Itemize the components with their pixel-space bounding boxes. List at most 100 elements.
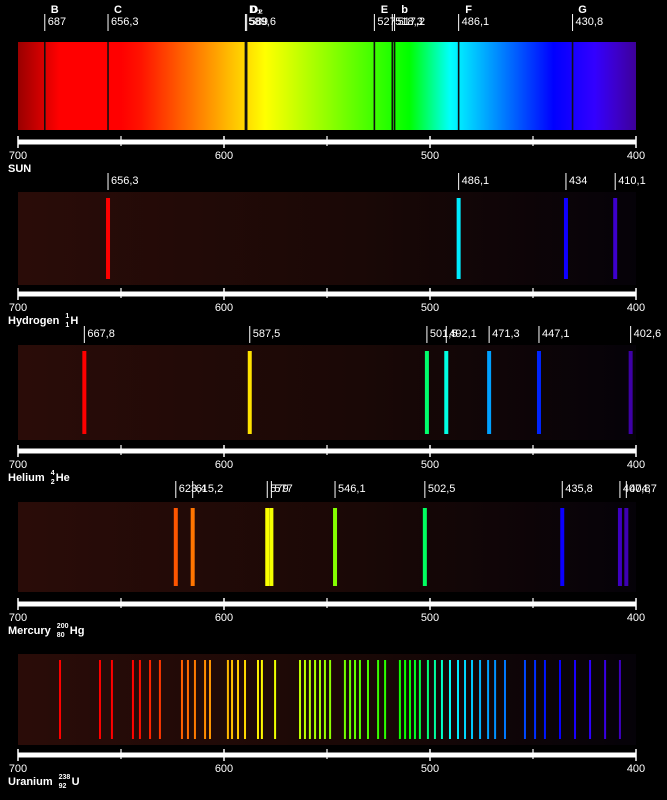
emission-line [536, 351, 541, 434]
tick-label: 500 [421, 459, 439, 471]
line-label: 589,6 [248, 16, 276, 28]
atomic-number: 1 [65, 322, 69, 329]
emission-line [440, 660, 443, 739]
mass-number: 200 [57, 623, 69, 630]
emission-line [343, 660, 346, 739]
line-label: 577 [274, 483, 292, 495]
tick-label: 400 [627, 150, 645, 162]
emission-line [354, 660, 357, 739]
emission-line [260, 660, 263, 739]
emission-line [180, 660, 183, 739]
tick-label: 700 [9, 150, 27, 162]
absorption-line [391, 42, 394, 130]
emission-line [204, 660, 207, 739]
spectrum-background [18, 654, 636, 745]
tick-label: 700 [9, 302, 27, 314]
line-label: 410,1 [618, 175, 646, 187]
line-letter: E [381, 4, 388, 16]
emission-line [464, 660, 467, 739]
line-letter: D₁ [249, 4, 262, 16]
emission-line [138, 660, 141, 739]
tick-label: 400 [627, 763, 645, 775]
emission-line [349, 660, 352, 739]
emission-line [314, 660, 317, 739]
emission-line [618, 660, 621, 739]
line-label: 486,1 [462, 16, 490, 28]
absorption-line [571, 42, 574, 130]
emission-line [226, 660, 229, 739]
spectrum-name: Hydrogen [8, 315, 60, 327]
line-label: 517,2 [398, 16, 426, 28]
line-label: 667,8 [87, 328, 115, 340]
emission-line [377, 660, 380, 739]
emission-line [173, 508, 178, 586]
mass-number: 4 [51, 470, 55, 477]
emission-line [613, 198, 618, 279]
emission-line [208, 660, 211, 739]
spectrum-name: Helium [8, 472, 45, 484]
atomic-number: 92 [59, 783, 67, 790]
line-letter: B [51, 4, 59, 16]
emission-line [424, 351, 429, 434]
absorption-line [245, 42, 248, 130]
emission-line [456, 198, 461, 279]
emission-line [404, 660, 407, 739]
emission-line [604, 660, 607, 739]
line-label: 501,5 [430, 328, 458, 340]
absorption-line [244, 42, 247, 130]
emission-line [543, 660, 546, 739]
emission-line [98, 660, 101, 739]
emission-line [422, 508, 427, 586]
emission-line [384, 660, 387, 739]
emission-line [193, 660, 196, 739]
emission-line [617, 508, 622, 586]
emission-line [106, 198, 111, 279]
line-letter: D₂ [250, 4, 263, 16]
mass-number: 238 [59, 774, 71, 781]
emission-line [231, 660, 234, 739]
spectrum-background [18, 192, 636, 285]
emission-line [190, 508, 195, 586]
tick-label: 700 [9, 459, 27, 471]
solar-spectrum [18, 42, 636, 130]
line-letter: G [578, 4, 587, 16]
line-label: 687 [48, 16, 66, 28]
line-label: 471,3 [492, 328, 520, 340]
emission-line [149, 660, 152, 739]
element-symbol: H [70, 315, 78, 327]
tick-label: 700 [9, 763, 27, 775]
atomic-number: 80 [57, 632, 65, 639]
emission-line [574, 660, 577, 739]
line-label: 434 [569, 175, 587, 187]
spectrum-name: Uranium [8, 776, 53, 788]
absorption-line [43, 42, 46, 130]
emission-line [503, 660, 506, 739]
emission-line [624, 508, 629, 586]
emission-line [418, 660, 421, 739]
element-symbol: Hg [70, 625, 85, 637]
line-label: 527 [377, 16, 395, 28]
tick-label: 400 [627, 302, 645, 314]
spectrum-name: Mercury [8, 625, 52, 637]
absorption-line [107, 42, 109, 130]
emission-line [558, 660, 561, 739]
tick-label: 500 [421, 302, 439, 314]
line-letter: F [465, 4, 472, 16]
absorption-line [393, 42, 396, 130]
tick-label: 600 [215, 763, 233, 775]
line-label: 587,5 [253, 328, 281, 340]
line-label: 404,7 [629, 483, 657, 495]
emission-line [358, 660, 361, 739]
emission-line [457, 660, 460, 739]
emission-line [274, 660, 277, 739]
emission-line [131, 660, 134, 739]
emission-line [487, 351, 492, 434]
line-label: 546,1 [338, 483, 366, 495]
tick-label: 600 [215, 612, 233, 624]
emission-line [237, 660, 240, 739]
emission-line [158, 660, 161, 739]
absorption-line [457, 42, 460, 130]
emission-line [303, 660, 306, 739]
emission-line [265, 508, 270, 586]
emission-line [59, 660, 62, 739]
